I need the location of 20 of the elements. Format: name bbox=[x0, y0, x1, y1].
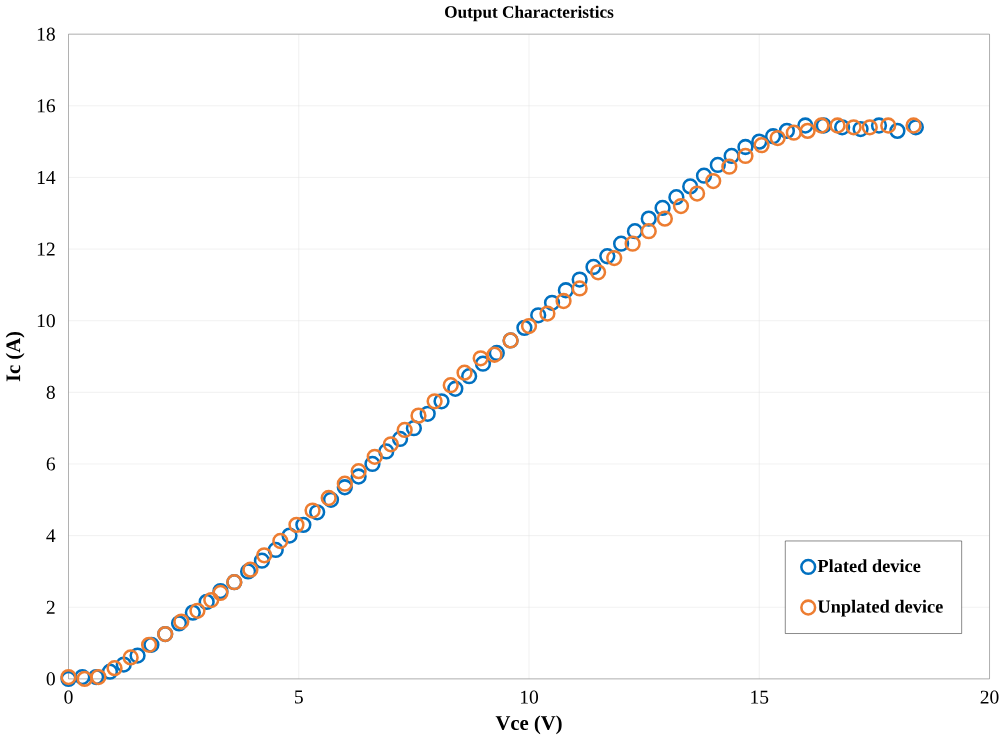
x-tick-label: 20 bbox=[980, 690, 999, 704]
x-tick-label: 10 bbox=[520, 690, 539, 704]
y-tick-label: 14 bbox=[37, 171, 56, 184]
y-tick-label: 2 bbox=[46, 600, 55, 614]
y-tick-label: 16 bbox=[37, 99, 56, 113]
y-tick-label: 4 bbox=[46, 529, 56, 543]
legend-label: Unplated device bbox=[817, 599, 943, 617]
x-axis-title: Vce (V) bbox=[495, 715, 562, 735]
x-tick-label: 15 bbox=[751, 690, 769, 704]
x-tick-label: 5 bbox=[295, 690, 303, 704]
x-tick-label: 0 bbox=[64, 690, 73, 704]
chart-title: Output Characteristics bbox=[445, 5, 614, 22]
y-tick-label: 10 bbox=[37, 314, 55, 328]
y-tick-label: 18 bbox=[37, 27, 55, 41]
y-tick-label: 6 bbox=[46, 457, 56, 471]
y-tick-label: 0 bbox=[46, 672, 55, 686]
y-tick-label: 8 bbox=[46, 385, 55, 399]
legend-label: Plated device bbox=[817, 559, 921, 573]
y-axis-title: Ic (A) bbox=[5, 331, 25, 382]
y-tick-label: 12 bbox=[37, 242, 55, 256]
